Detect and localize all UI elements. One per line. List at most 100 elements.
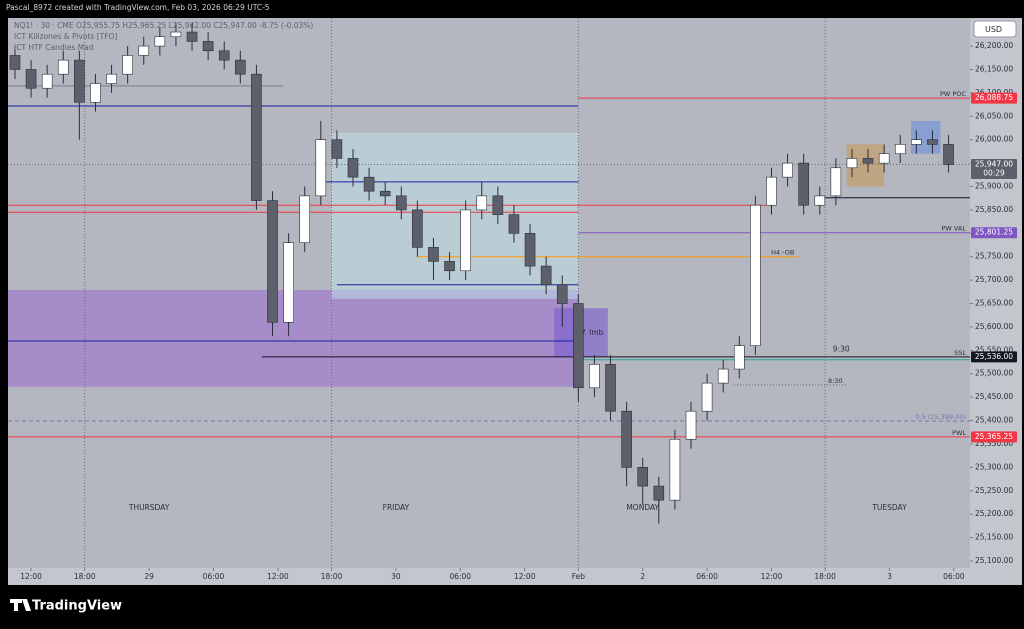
candle-body bbox=[202, 41, 214, 52]
candle-body bbox=[701, 382, 713, 412]
y-tick-label: 25,300.00 bbox=[975, 462, 1013, 471]
candle-body bbox=[235, 59, 246, 75]
candle-body bbox=[444, 261, 455, 272]
y-tick-label: 25,650.00 bbox=[975, 299, 1013, 308]
candle-body bbox=[508, 214, 520, 234]
level-label: 0.5 (25,399.00) bbox=[915, 413, 966, 421]
price-badge bbox=[971, 227, 1017, 239]
candle-body bbox=[685, 410, 697, 440]
price-badge-label: 26,088.75 bbox=[975, 93, 1013, 102]
candle-body bbox=[170, 31, 182, 38]
candle-body bbox=[621, 410, 632, 468]
level-label: SSL bbox=[954, 349, 966, 357]
candle-body bbox=[524, 233, 536, 267]
candle-body bbox=[428, 247, 439, 262]
annotation: MONDAY bbox=[626, 503, 659, 512]
candle-body bbox=[395, 195, 407, 211]
price-axis bbox=[970, 18, 1022, 585]
candle-body bbox=[460, 209, 471, 272]
candle-body bbox=[154, 36, 166, 47]
candle-body bbox=[846, 158, 858, 169]
y-tick-label: 25,500.00 bbox=[975, 369, 1013, 378]
y-tick-label: 26,050.00 bbox=[975, 111, 1013, 120]
candle-body bbox=[750, 204, 761, 346]
x-tick-label: 06:00 bbox=[449, 572, 471, 581]
y-tick-label: 25,150.00 bbox=[975, 533, 1013, 542]
level-label: PW VAL bbox=[941, 225, 966, 233]
candle-body bbox=[589, 364, 600, 389]
price-badge bbox=[971, 92, 1017, 104]
y-tick-label: 25,550.00 bbox=[975, 345, 1013, 354]
zone bbox=[331, 132, 579, 299]
candle-body bbox=[927, 139, 938, 145]
candle-body bbox=[186, 31, 198, 42]
candle-body bbox=[138, 45, 150, 56]
legend-line: ICT Killzones & Pivots [TFO] bbox=[14, 32, 117, 41]
overlay: 25,100.00 25,150.00 25,200.00 25,250.00 25,3… bbox=[20, 41, 1017, 581]
x-tick-label: 30 bbox=[391, 572, 401, 581]
annotation: 9:30 bbox=[833, 344, 850, 353]
y-tick-label: 26,100.00 bbox=[975, 88, 1013, 97]
legend-line: NQ1! · 30 · CME O25,955.75 H25,965.25 L2… bbox=[14, 21, 313, 30]
currency-box[interactable] bbox=[973, 20, 1017, 38]
candle-body bbox=[814, 195, 826, 206]
candle-body bbox=[299, 195, 311, 243]
y-tick-label: 25,250.00 bbox=[975, 486, 1013, 495]
x-tick-label: 29 bbox=[144, 572, 154, 581]
candle-body bbox=[476, 195, 488, 211]
candle-body bbox=[347, 158, 359, 178]
x-tick-label: 18:00 bbox=[814, 572, 836, 581]
candle-body bbox=[637, 467, 649, 487]
y-tick-label: 25,600.00 bbox=[975, 322, 1013, 331]
last-price-label: 25,947.00 bbox=[975, 160, 1013, 169]
currency[interactable]: USD bbox=[985, 25, 1002, 34]
price-badge-label: 25,365.25 bbox=[975, 432, 1013, 441]
candle-body bbox=[57, 59, 69, 75]
candle-body bbox=[251, 73, 262, 201]
candle-body bbox=[492, 195, 504, 215]
candle-body bbox=[782, 162, 793, 178]
x-tick-label: 06:00 bbox=[203, 572, 225, 581]
level-label: H4 -OB bbox=[771, 249, 794, 257]
price-badge-label: 25,536.00 bbox=[975, 352, 1013, 361]
candle-body bbox=[331, 139, 343, 159]
level-label: 8:30 bbox=[828, 377, 843, 385]
candle-body bbox=[90, 83, 101, 103]
legend-line: ICT HTF Candles Mad bbox=[14, 43, 94, 52]
candle-body bbox=[412, 209, 423, 248]
candle-body bbox=[218, 50, 230, 61]
x-tick-label: 18:00 bbox=[321, 572, 343, 581]
zone bbox=[910, 120, 941, 154]
candle-body bbox=[943, 144, 954, 165]
candle-body bbox=[862, 158, 874, 164]
candle-body bbox=[878, 153, 890, 164]
candle-body bbox=[106, 73, 117, 84]
brand-logo bbox=[10, 599, 31, 611]
y-tick-label: 25,900.00 bbox=[975, 182, 1013, 191]
countdown: 00:29 bbox=[983, 169, 1005, 178]
candle-body bbox=[9, 55, 21, 70]
last-price-badge bbox=[971, 159, 1017, 180]
candle-body bbox=[894, 144, 906, 155]
candle-body bbox=[669, 438, 681, 501]
y-tick-label: 25,700.00 bbox=[975, 275, 1013, 284]
level-label: PWL bbox=[952, 429, 966, 437]
price-badge-label: 25,801.25 bbox=[975, 228, 1013, 237]
y-tick-label: 25,400.00 bbox=[975, 416, 1013, 425]
x-tick-label: 12:00 bbox=[761, 572, 783, 581]
price-badge bbox=[971, 431, 1017, 443]
candle-body bbox=[556, 284, 568, 304]
annotation: THURSDAY bbox=[128, 503, 170, 512]
candle-body bbox=[798, 162, 809, 206]
x-tick-label: 06:00 bbox=[943, 572, 965, 581]
candle-body bbox=[573, 303, 584, 389]
y-tick-label: 25,100.00 bbox=[975, 556, 1013, 565]
plot: V. Imb PW POC PW VAL H4 -OB SSL 8:30 0.5 (25,3… bbox=[8, 18, 970, 568]
y-tick-label: 25,350.00 bbox=[975, 439, 1013, 448]
candle-body bbox=[766, 176, 777, 206]
price-badge bbox=[971, 351, 1017, 363]
x-tick-label: 12:00 bbox=[267, 572, 289, 581]
candle-body bbox=[717, 368, 729, 384]
